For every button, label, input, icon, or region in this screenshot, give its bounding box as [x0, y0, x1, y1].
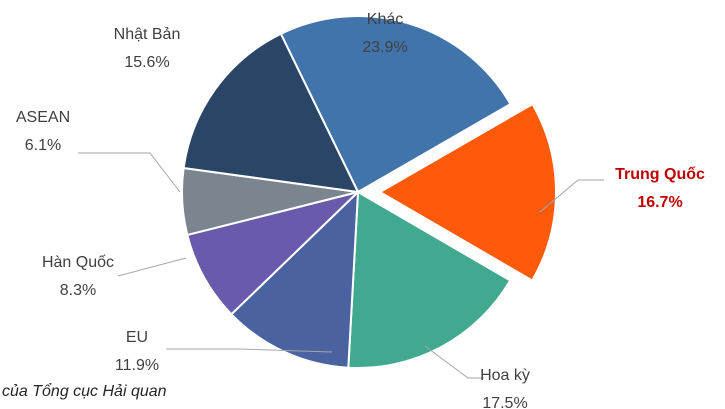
pie-slice — [378, 102, 557, 282]
slice-label: Trung Quốc — [615, 166, 705, 183]
slice-value-label: 17.5% — [482, 395, 527, 409]
slice-label: ASEAN — [16, 109, 70, 126]
slice-label: EU — [126, 329, 148, 346]
slice-value-label: 16.7% — [637, 194, 682, 211]
source-note: của Tổng cục Hải quan — [2, 382, 167, 400]
slice-value-label: 23.9% — [362, 39, 407, 56]
leader-line — [166, 348, 333, 353]
pie-slice — [182, 32, 360, 194]
slice-value-label: 8.3% — [60, 282, 96, 299]
slice-value-label: 6.1% — [25, 137, 61, 154]
slice-label: Hoa kỳ — [480, 367, 530, 384]
slice-value-label: 11.9% — [115, 357, 159, 374]
leader-line — [539, 179, 604, 213]
pie-slice — [279, 15, 512, 194]
pie-slice — [186, 190, 362, 316]
slice-value-label: 15.6% — [124, 54, 169, 71]
slice-label: Hàn Quốc — [42, 254, 114, 271]
leader-line — [78, 152, 181, 193]
pie-slice — [347, 190, 512, 369]
leader-line — [424, 345, 484, 379]
pie-slice — [229, 189, 360, 369]
slice-label: Khác — [367, 11, 403, 28]
slice-label: Nhật Bản — [114, 26, 181, 43]
leader-line — [117, 257, 187, 277]
